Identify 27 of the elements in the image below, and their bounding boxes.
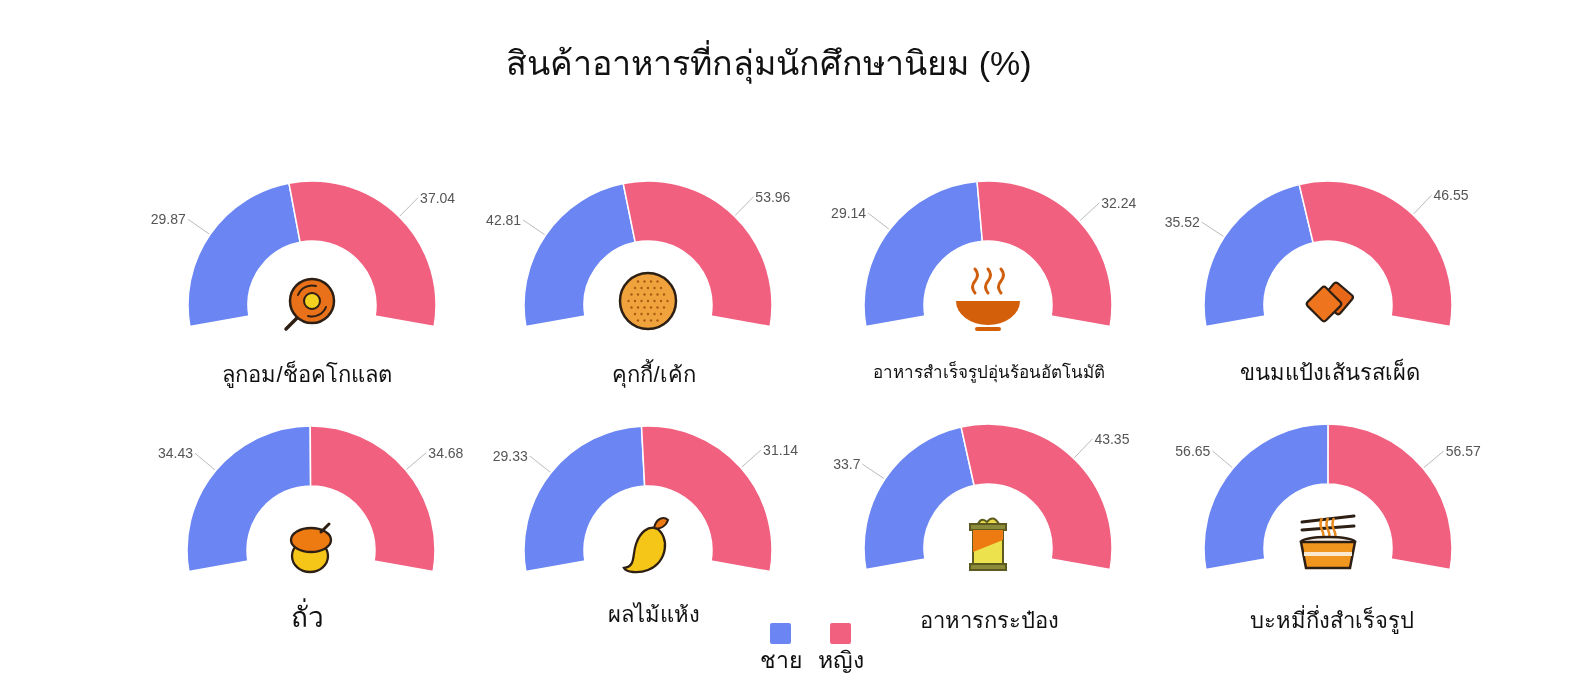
text: ผลไม้แห้ง: [608, 601, 700, 627]
text: ลูกอม/ช็อคโกแลต: [222, 359, 392, 388]
text: ถั่ว: [290, 597, 324, 633]
data-label: 29.14: [831, 205, 867, 222]
data-label: 31.14: [763, 441, 799, 458]
text: สินค้าอาหารที่กลุ่มนักศึกษานิยม (%): [506, 40, 1032, 84]
text: คุกกี้/เค้ก: [612, 358, 696, 388]
data-label: 37.04: [420, 189, 456, 206]
data-label: 32.24: [1101, 194, 1137, 211]
text: ขนมแป้งเส้นรสเผ็ด: [1240, 357, 1420, 385]
data-label: 34.68: [428, 444, 464, 461]
text: อาหารกระป๋อง: [919, 607, 1059, 633]
data-label: 34.43: [157, 445, 194, 462]
legend-label: หญิง: [817, 647, 864, 673]
data-label: 43.35: [1094, 430, 1130, 447]
data-label: 56.65: [1175, 442, 1211, 459]
data-label: 53.96: [755, 188, 791, 205]
data-label: 46.55: [1433, 187, 1469, 204]
text: บะหมี่กึ่งสำเร็จรูป: [1250, 604, 1414, 634]
data-label: 35.52: [1164, 214, 1200, 231]
data-label: 33.7: [833, 456, 861, 473]
data-label: 42.81: [486, 212, 522, 229]
data-label: 29.87: [150, 211, 186, 228]
data-label: 29.33: [492, 447, 529, 464]
text: อาหารสำเร็จรูปอุ่นร้อนอัตโนมัติ: [873, 360, 1105, 383]
data-label: 56.57: [1445, 443, 1481, 460]
legend-label: ชาย: [759, 647, 802, 673]
